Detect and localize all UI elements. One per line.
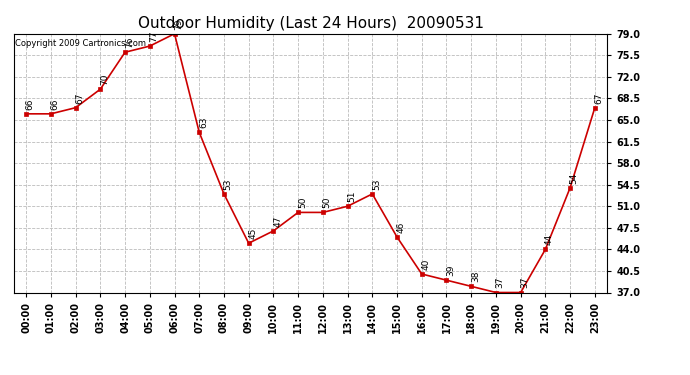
Text: 37: 37	[520, 277, 529, 288]
Text: 79: 79	[174, 18, 183, 30]
Text: 76: 76	[125, 37, 134, 48]
Text: 63: 63	[199, 117, 208, 128]
Text: 50: 50	[322, 197, 331, 208]
Text: 66: 66	[50, 98, 59, 109]
Text: 51: 51	[347, 190, 356, 202]
Text: 45: 45	[248, 228, 257, 239]
Text: 39: 39	[446, 264, 455, 276]
Text: 38: 38	[471, 271, 480, 282]
Text: 66: 66	[26, 98, 34, 109]
Text: 40: 40	[422, 258, 431, 270]
Text: 67: 67	[595, 92, 604, 104]
Text: 37: 37	[495, 277, 504, 288]
Text: 54: 54	[570, 172, 579, 184]
Text: 70: 70	[100, 74, 109, 85]
Text: Copyright 2009 Cartronics.com: Copyright 2009 Cartronics.com	[15, 39, 146, 48]
Text: 50: 50	[298, 197, 307, 208]
Title: Outdoor Humidity (Last 24 Hours)  20090531: Outdoor Humidity (Last 24 Hours) 2009053…	[137, 16, 484, 31]
Text: 46: 46	[397, 222, 406, 233]
Text: 44: 44	[545, 234, 554, 245]
Text: 67: 67	[75, 92, 84, 104]
Text: 77: 77	[150, 30, 159, 42]
Text: 53: 53	[372, 178, 381, 190]
Text: 53: 53	[224, 178, 233, 190]
Text: 47: 47	[273, 215, 282, 227]
